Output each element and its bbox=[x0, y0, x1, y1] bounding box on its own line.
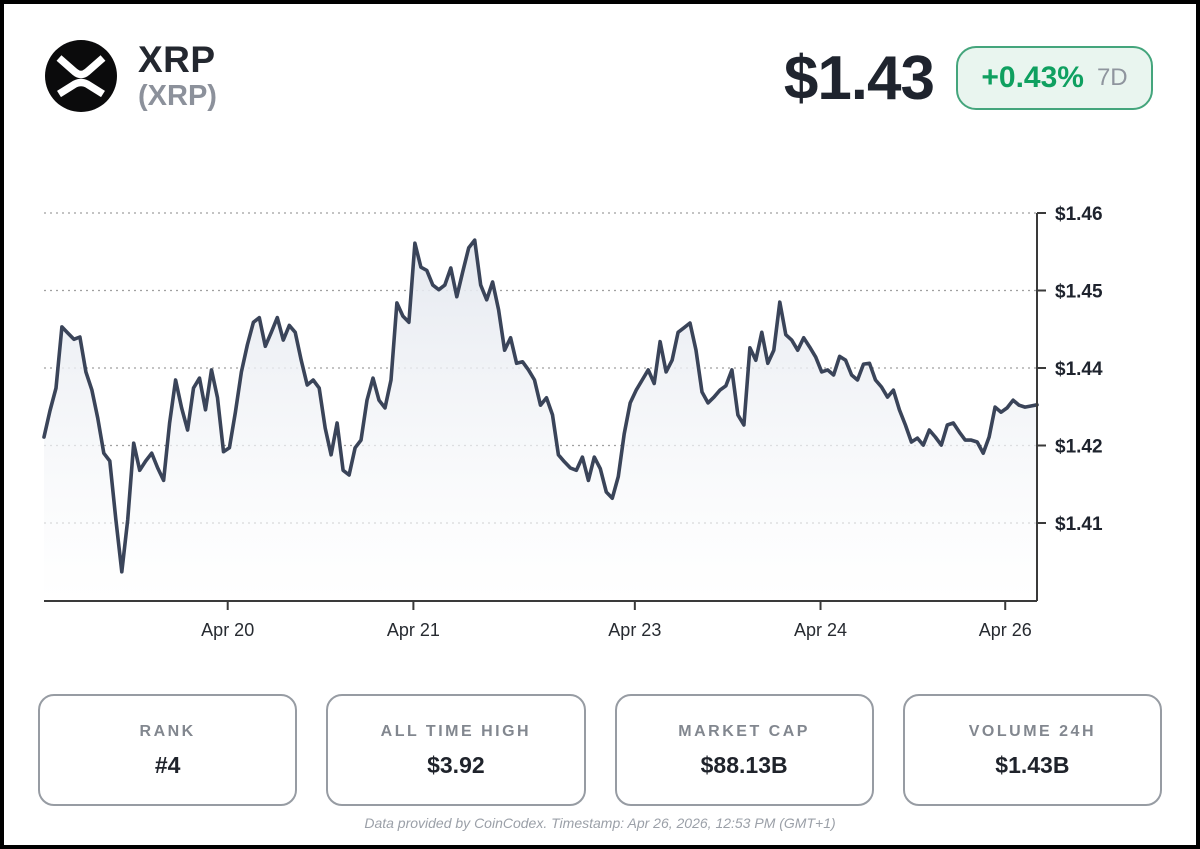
stats-row: RANK #4 ALL TIME HIGH $3.92 MARKET CAP $… bbox=[4, 694, 1196, 806]
chart-axes bbox=[44, 212, 1046, 610]
stat-label: ALL TIME HIGH bbox=[380, 723, 532, 740]
x-tick-label: Apr 26 bbox=[979, 620, 1032, 640]
x-tick-label: Apr 20 bbox=[201, 620, 254, 640]
xrp-logo-icon bbox=[45, 40, 117, 112]
stat-label: VOLUME 24H bbox=[968, 723, 1096, 740]
stat-value: $3.92 bbox=[427, 752, 485, 778]
coin-ticker: (XRP) bbox=[138, 79, 217, 112]
stat-value: $1.43B bbox=[995, 752, 1070, 778]
stat-card-rank: RANK #4 bbox=[38, 694, 298, 806]
price-change-badge: +0.43% 7D bbox=[956, 46, 1153, 110]
y-tick-label: $1.44 bbox=[1055, 359, 1103, 380]
y-tick-label: $1.42 bbox=[1055, 437, 1103, 458]
chart-axis-labels: $1.46 $1.45 $1.44 $1.42 $1.41 Apr 20 Apr 21 Apr… bbox=[201, 204, 1103, 640]
price-change-period: 7D bbox=[1096, 64, 1128, 91]
price-chart-svg: $1.46 $1.45 $1.44 $1.42 $1.41 Apr 20 Apr 21 Apr… bbox=[42, 204, 1103, 640]
price-line bbox=[42, 238, 1039, 574]
stat-value: #4 bbox=[154, 752, 181, 778]
data-attribution: Data provided by CoinCodex. Timestamp: A… bbox=[364, 815, 836, 831]
x-tick-label: Apr 21 bbox=[387, 620, 440, 640]
x-tick-label: Apr 24 bbox=[794, 620, 847, 640]
y-tick-label: $1.46 bbox=[1055, 204, 1103, 225]
coin-name: XRP bbox=[138, 39, 216, 80]
price-change-percent: +0.43% bbox=[981, 61, 1084, 94]
y-tick-label: $1.45 bbox=[1055, 282, 1103, 303]
y-tick-label: $1.41 bbox=[1055, 514, 1103, 535]
stat-label: MARKET CAP bbox=[678, 723, 810, 740]
stat-value: $88.13B bbox=[700, 752, 788, 778]
stat-label: RANK bbox=[139, 723, 196, 740]
price-chart: $1.46 $1.45 $1.44 $1.42 $1.41 Apr 20 Apr 21 Apr… bbox=[4, 140, 1196, 680]
price-area-fill bbox=[44, 240, 1037, 601]
coin-names: XRP (XRP) bbox=[138, 40, 217, 113]
stat-card-all-time-high: ALL TIME HIGH $3.92 bbox=[326, 694, 586, 806]
x-tick-label: Apr 23 bbox=[608, 620, 661, 640]
stat-card-market-cap: MARKET CAP $88.13B bbox=[614, 694, 874, 806]
current-price: $1.43 bbox=[783, 44, 935, 113]
stat-card-volume-24h: VOLUME 24H $1.43B bbox=[902, 694, 1162, 806]
